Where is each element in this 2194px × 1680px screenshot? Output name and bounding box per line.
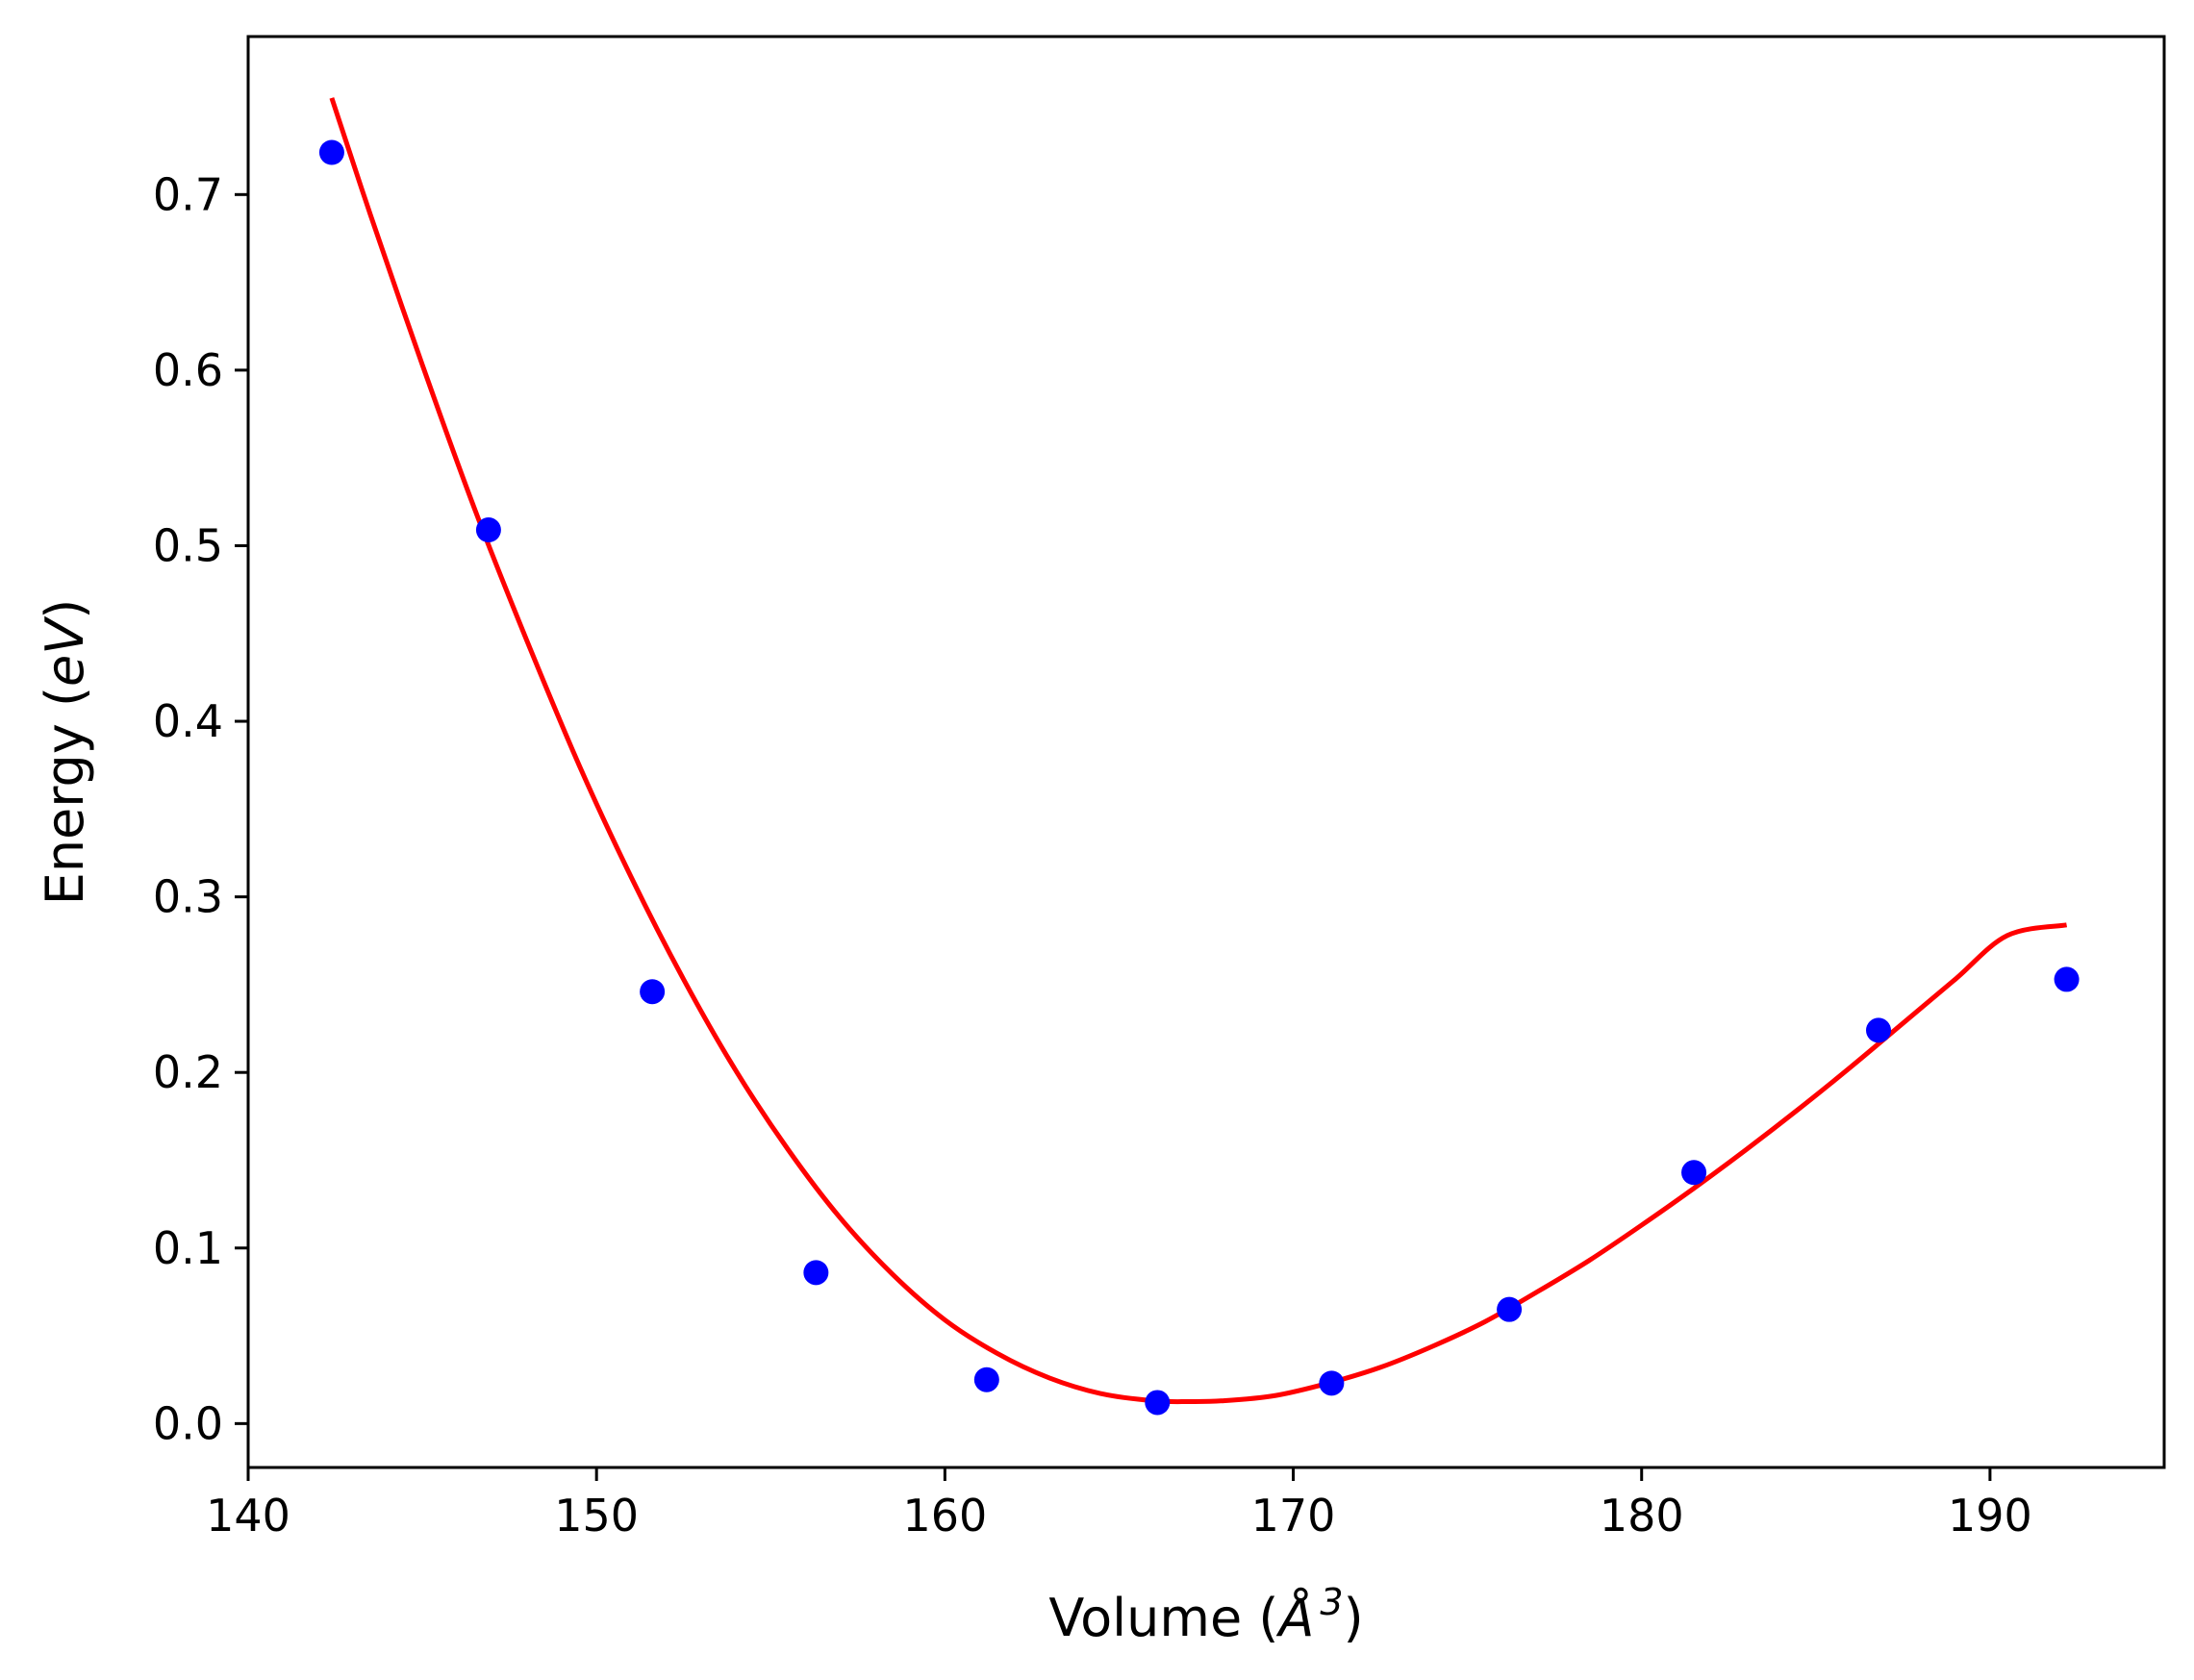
x-tick-label-140: 140 (206, 1490, 290, 1542)
x-unit-exponent: 3 (1320, 1581, 1343, 1623)
data-point-7 (1319, 1370, 1345, 1396)
y-axis-label: Energy (eV) (35, 599, 95, 906)
data-point-3 (640, 979, 666, 1005)
x-tick-label-160: 160 (902, 1490, 987, 1542)
fit-curve-layer (329, 97, 2068, 1405)
y-tick-label-1: 0.1 (153, 1222, 223, 1274)
data-point-2 (475, 517, 501, 543)
data-point-1 (318, 139, 344, 165)
plot-frame (246, 35, 2166, 1469)
x-axis-ticks: 140 150 160 170 180 190 (206, 1467, 2032, 1542)
x-axis-label: Volume (Å 3) (1048, 1581, 1363, 1648)
data-point-9 (1681, 1160, 1707, 1186)
x-tick-label-150: 150 (554, 1490, 639, 1542)
x-tick-label-190: 190 (1948, 1490, 2032, 1542)
data-point-8 (1497, 1296, 1523, 1322)
data-point-4 (803, 1260, 829, 1286)
y-tick-label-0: 0.0 (153, 1397, 223, 1449)
x-tick-label-170: 170 (1251, 1490, 1336, 1542)
y-tick-label-6: 0.6 (153, 344, 223, 396)
y-unit-symbol: eV (35, 615, 95, 687)
y-tick-label-7: 0.7 (153, 168, 223, 220)
data-point-6 (1145, 1390, 1171, 1416)
data-point-10 (1866, 1017, 1892, 1043)
data-point-5 (973, 1367, 999, 1392)
x-unit-symbol: Å (1275, 1587, 1314, 1648)
data-points-layer (318, 139, 2080, 1416)
y-tick-label-5: 0.5 (153, 519, 223, 571)
y-axis-ticks: 0.0 0.1 0.2 0.3 0.4 0.5 0.6 0.7 (153, 168, 248, 1449)
y-tick-label-4: 0.4 (153, 695, 223, 747)
y-tick-label-3: 0.3 (153, 871, 223, 923)
x-tick-label-180: 180 (1600, 1490, 1684, 1542)
data-point-11 (2054, 966, 2080, 992)
y-tick-label-2: 0.2 (153, 1046, 223, 1098)
fit-curve (329, 97, 2068, 1405)
